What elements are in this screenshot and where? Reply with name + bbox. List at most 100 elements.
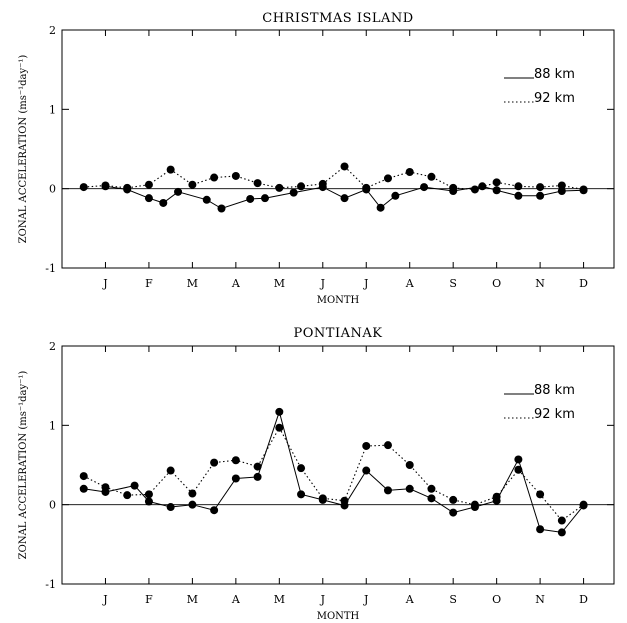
panel-1-series-88km-point [202,195,211,204]
panel-2-series-92km-point [470,500,479,509]
panel-2-series-88km-point [427,494,436,503]
panel-1-x-tick-label: J [102,277,107,290]
panel-1-series-92km-point [166,165,175,174]
panel-1-x-tick-label: J [363,277,368,290]
panel-2-title: PONTIANAK [294,326,383,341]
panel-1-series-92km-point [318,179,327,188]
panel-2-series-92km-point [210,458,219,467]
panel-1-series-88km-point [536,191,545,200]
panel-2-legend-series-92km-label: 92 km [534,407,575,422]
panel-2-series-92km-point [514,465,523,474]
panel-1-series-88km-point [340,194,349,203]
panel-2-x-tick-label: O [492,593,501,606]
panel-2-series-92km-point [492,492,501,501]
panel-1-series-88km-point [391,191,400,200]
panel-2-y-axis-label: ZONAL ACCELERATION (ms⁻¹day⁻¹) [18,371,29,560]
panel-2-legend-series-88km-label: 88 km [534,383,575,398]
panel-2-series-88km-point [383,486,392,495]
panel-1-x-tick-label: F [145,277,153,290]
panel-2-x-tick-label: A [405,593,415,606]
panel-2-series-92km-point [101,483,110,492]
panel-2-series-92km-point [579,500,588,509]
panel-1-series-92km-point [275,183,284,192]
panel-2-y-tick-label: 1 [49,419,56,432]
panel-2-series-88km-point [253,472,262,481]
panel-2-x-tick-label: J [363,593,368,606]
panel-2-series-88km-point [297,490,306,499]
panel-1-series-92km-point [362,183,371,192]
panel-2-y-tick-label: -1 [45,578,56,591]
panel-2-series-88km-point [79,484,88,493]
panel-1-x-tick-label: M [187,277,198,290]
panel-1-series-88km-point [478,182,487,191]
panel-2-series-88km-point [188,500,197,509]
panel-1-series-92km-point [557,181,566,190]
panel-1-series-88km-point [260,194,269,203]
panel-1-series-92km-point [231,171,240,180]
panel-2-x-tick-label: M [187,593,198,606]
panel-2-series-92km-point [557,516,566,525]
panel-1-series-88km-point [492,186,501,195]
panel-1-series-92km-point [470,185,479,194]
panel-2-series-92km-point [427,484,436,493]
panel-1-y-tick-label: 2 [49,24,56,37]
panel-2-series-92km-point [340,496,349,505]
panel-1-y-tick-label: 0 [49,183,56,196]
panel-1-series-92km-point [188,180,197,189]
panel-1-x-tick-label: O [492,277,501,290]
panel-1-series-92km-point [210,173,219,182]
panel-1-series-92km-point [383,174,392,183]
panel-2-series-92km-point [383,441,392,450]
panel-2-series-88km-point [514,455,523,464]
panel-1-series-88km-point [246,194,255,203]
panel-2-series-92km-point [297,464,306,473]
panel-2-series-88km-point [166,503,175,512]
panel-2-series-92km-point [144,490,153,499]
panel-1-series-92km-point [101,181,110,190]
panel-2-series-92km-point [231,456,240,465]
panel-2-x-tick-label: F [145,593,153,606]
panel-2-series-88km-point [275,407,284,416]
panel-2-series-92km-point [123,491,132,500]
panel-1-series-88km-point [217,204,226,213]
panel-2-series-88km-point [362,466,371,475]
panel-2-x-tick-label: D [579,593,588,606]
panel-1-series-92km-point [427,172,436,181]
panel-2-series-92km-point [79,472,88,481]
panel-2-x-tick-label: A [231,593,241,606]
panel-1-x-tick-label: A [231,277,241,290]
panel-1-series-92km-point [536,183,545,192]
panel-1-series-92km-point [405,168,414,177]
panel-2-series-88km-point [130,481,139,490]
panel-2-series-92km-point [318,494,327,503]
panel-2-series-92km-point [536,490,545,499]
panel-1-series-88km-point [557,187,566,196]
panel-1-series-92km-point [579,185,588,194]
panel-2-series-92km-point [362,441,371,450]
panel-2-series-88km-line [83,410,584,533]
panel-2-series-88km-point [536,525,545,534]
panel-2-x-tick-label: M [274,593,285,606]
panel-1-series-92km-point [79,183,88,192]
panel-1-series-88km-point [144,194,153,203]
panel-1-series-88km-point [289,188,298,197]
panel-1-y-tick-label: 1 [49,103,56,116]
panel-2-plot-frame [61,345,615,585]
panel-2-series-92km-point [188,489,197,498]
panel-2-x-axis-label: MONTH [317,611,360,622]
panel-1-series-88km-point [514,191,523,200]
panel-1-title: CHRISTMAS ISLAND [262,11,413,26]
panel-1-series-92km-point [514,182,523,191]
panel-1-x-tick-label: N [535,277,545,290]
panel-1-x-tick-label: J [320,277,325,290]
panel-2-y-tick-label: 0 [49,499,56,512]
panel-1-x-tick-label: S [449,277,457,290]
panel-2-series-88km-point [231,474,240,483]
panel-1-plot-frame [61,29,615,269]
panel-2-y-tick-label: 2 [49,340,56,353]
panel-2-series-88km-point [405,484,414,493]
panel-1-series-92km-point [340,162,349,171]
panel-1-series-92km-point [449,183,458,192]
panel-1-series-88km-point [420,183,429,192]
